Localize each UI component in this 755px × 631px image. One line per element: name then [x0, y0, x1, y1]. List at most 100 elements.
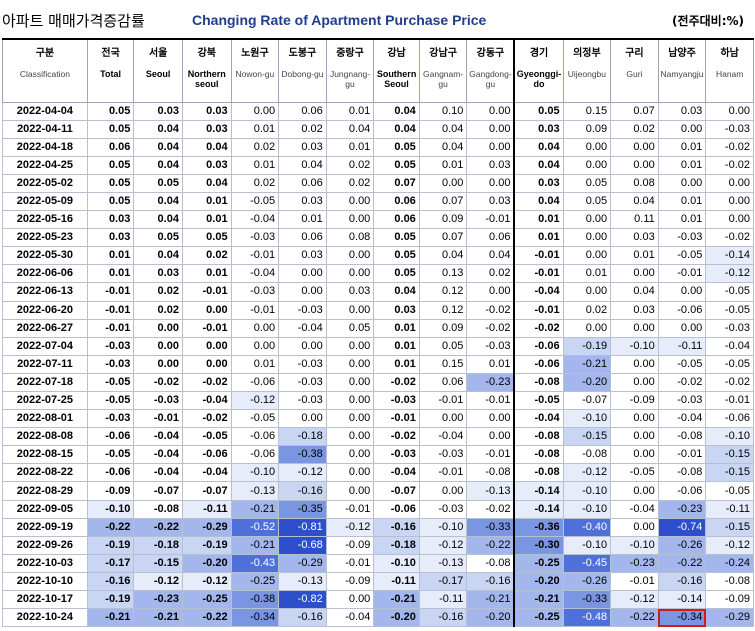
heatmap-cell: 0.05: [133, 228, 183, 248]
table-row: 2022-04-11 0.05 0.04 0.03 0.01 0.02 0.04 0.04 0.…: [2, 119, 754, 139]
heatmap-cell: -0.38: [230, 590, 280, 610]
heatmap-cell: -0.26: [562, 571, 612, 592]
heatmap-cell: -0.17: [418, 571, 468, 592]
heatmap-cell: 0.03: [610, 228, 659, 248]
table-row: 2022-05-16 0.03 0.04 0.01 -0.04 0.01 0.00 0.06 0…: [2, 210, 754, 230]
heatmap-cell: 0.04: [513, 137, 564, 157]
row-date: 2022-06-27: [2, 318, 88, 338]
heatmap-cell: 0.03: [181, 119, 232, 139]
heatmap-cell: -0.02: [513, 318, 564, 338]
heatmap-cell: 0.00: [610, 155, 659, 175]
heatmap-cell: -0.10: [418, 517, 468, 537]
heatmap-cell: -0.01: [513, 246, 564, 266]
table-row: 2022-10-24 -0.21 -0.21 -0.22 -0.34 -0.16 -0.04…: [2, 608, 754, 628]
heatmap-cell: -0.02: [705, 155, 754, 175]
heatmap-cell: 0.01: [657, 191, 707, 212]
heatmap-cell: 0.00: [325, 409, 375, 429]
heatmap-cell: -0.06: [181, 445, 232, 465]
heatmap-cell: -0.16: [418, 608, 468, 628]
header-label-en: Classification: [19, 69, 70, 79]
heatmap-cell: -0.20: [513, 571, 564, 592]
heatmap-cell: 0.01: [657, 137, 707, 157]
heatmap-cell: -0.12: [705, 535, 754, 555]
heatmap-cell: -0.01: [657, 264, 707, 284]
heatmap-cell: 0.05: [418, 336, 468, 356]
heatmap-cell: -0.15: [705, 463, 754, 483]
heatmap-cell: -0.04: [418, 427, 468, 447]
table-row: 2022-06-20 -0.01 0.02 0.00 -0.01 -0.03 0.00 0.0…: [2, 300, 754, 320]
heatmap-cell: -0.02: [657, 372, 707, 393]
heatmap-cell: 0.00: [562, 137, 612, 157]
heatmap-cell: 0.00: [133, 354, 183, 374]
heatmap-cell: -0.03: [278, 390, 327, 411]
heatmap-cell: -0.06: [705, 409, 754, 429]
row-date: 2022-07-18: [2, 372, 88, 393]
heatmap-cell: 0.00: [610, 445, 659, 465]
heatmap-cell: -0.33: [466, 517, 516, 537]
heatmap-cell: -0.01: [325, 499, 375, 519]
heatmap-cell: 0.00: [325, 372, 375, 393]
heatmap-cell: -0.06: [513, 336, 564, 356]
heatmap-cell: 0.00: [325, 590, 375, 610]
table-row: 2022-05-23 0.03 0.05 0.05 -0.03 0.06 0.08 0.05 0…: [2, 228, 754, 248]
heatmap-cell: -0.01: [86, 282, 135, 302]
heatmap-cell: 0.01: [325, 137, 375, 157]
heatmap-cell: -0.01: [466, 445, 516, 465]
heatmap-cell: -0.20: [466, 608, 516, 628]
heatmap-cell: -0.22: [466, 535, 516, 555]
heatmap-cell: -0.17: [86, 553, 135, 573]
heatmap-cell: -0.07: [181, 481, 232, 501]
heatmap-cell: 0.01: [181, 264, 232, 284]
heatmap-cell: 0.00: [278, 409, 327, 429]
heatmap-cell: -0.81: [278, 517, 327, 537]
row-date: 2022-08-22: [2, 463, 88, 483]
heatmap-cell: 0.01: [230, 155, 280, 175]
heatmap-cell: -0.02: [466, 300, 516, 320]
column-header: 도봉구 Dobong-gu: [278, 38, 327, 103]
heatmap-cell: -0.52: [230, 517, 280, 537]
column-header-en: Total: [100, 69, 121, 79]
heatmap-cell: 0.00: [562, 282, 612, 302]
heatmap-cell: 0.04: [278, 155, 327, 175]
heatmap-cell: 0.05: [86, 173, 135, 193]
heatmap-cell: 0.00: [325, 354, 375, 374]
heatmap-cell: 0.01: [230, 354, 280, 374]
heatmap-cell: 0.08: [610, 173, 659, 193]
heatmap-cell: 0.03: [86, 228, 135, 248]
heatmap-cell: 0.00: [610, 137, 659, 157]
row-date: 2022-06-06: [2, 264, 88, 284]
heatmap-cell: -0.09: [325, 571, 375, 592]
heatmap-cell: -0.23: [657, 499, 707, 519]
column-header-en: Dobong-gu: [281, 69, 324, 79]
heatmap-cell: -0.04: [278, 318, 327, 338]
heatmap-cell: -0.10: [562, 409, 612, 429]
heatmap-cell: -0.04: [325, 608, 375, 628]
column-header: 강남구 Gangnam-gu: [418, 38, 468, 103]
row-date: 2022-10-03: [2, 553, 88, 573]
heatmap-cell: -0.07: [373, 481, 420, 501]
column-header-ko: 노원구: [241, 48, 269, 59]
heatmap-cell: 0.00: [610, 372, 659, 393]
heatmap-cell: -0.33: [562, 590, 612, 610]
heatmap-cell: -0.05: [86, 445, 135, 465]
heatmap-cell: 0.03: [278, 191, 327, 212]
heatmap-cell: -0.08: [513, 445, 564, 465]
heatmap-cell: -0.14: [657, 590, 707, 610]
heatmap-cell: 0.03: [466, 191, 516, 212]
heatmap-cell: 0.04: [373, 119, 420, 139]
heatmap-cell: -0.02: [705, 137, 754, 157]
heatmap-cell: -0.03: [373, 445, 420, 465]
heatmap-cell: -0.01: [610, 571, 659, 592]
heatmap-cell: -0.25: [230, 571, 280, 592]
heatmap-cell: -0.22: [657, 553, 707, 573]
heatmap-cell: 0.02: [562, 300, 612, 320]
table-row: 2022-04-18 0.06 0.04 0.04 0.02 0.03 0.01 0.05 0.…: [2, 137, 754, 157]
heatmap-cell: -0.03: [86, 354, 135, 374]
heatmap-cell: -0.45: [562, 553, 612, 573]
heatmap-cell: -0.01: [466, 210, 516, 230]
row-date: 2022-05-16: [2, 210, 88, 230]
heatmap-cell: 0.12: [418, 282, 468, 302]
heatmap-cell: -0.29: [181, 517, 232, 537]
heatmap-cell: 0.01: [373, 354, 420, 374]
heatmap-cell: -0.18: [278, 427, 327, 447]
